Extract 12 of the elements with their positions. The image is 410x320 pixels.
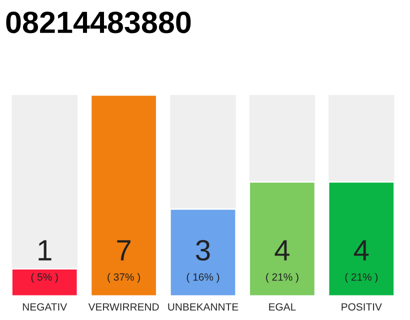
- x-tick-label: POSITIV: [342, 303, 382, 311]
- x-tick-label: VERWIRREND: [88, 303, 159, 310]
- bar: [11, 268, 78, 296]
- data-label: 7 ( 37% ): [108, 240, 140, 283]
- x-tick-label: UNBEKANNTE: [168, 303, 238, 311]
- data-label: 4 ( 21% ): [266, 240, 298, 283]
- chart-title: 08214483880: [6, 12, 191, 34]
- x-tick-label: NEGATIV: [22, 303, 68, 311]
- data-label: 4 ( 21% ): [345, 240, 378, 283]
- data-label: 1 ( 5% ): [31, 240, 58, 283]
- data-label: 3 ( 16% ): [186, 240, 220, 283]
- x-tick-label: EGAL: [269, 303, 296, 311]
